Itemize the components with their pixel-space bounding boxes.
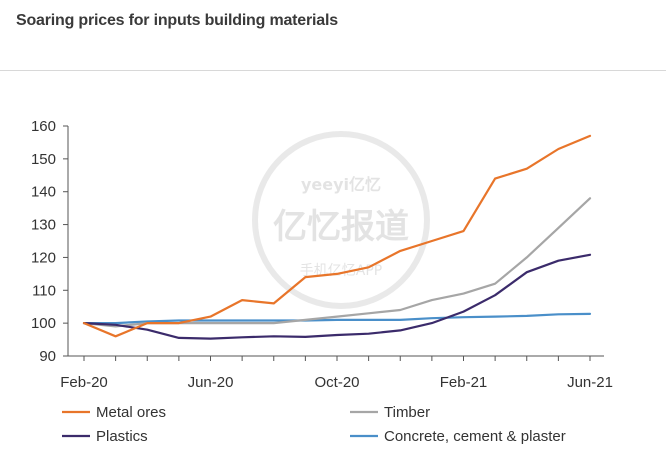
y-tick-label: 120 [31, 249, 56, 266]
legend-label-plastics: Plastics [96, 428, 148, 445]
title-divider [0, 70, 666, 71]
watermark-latin: yeeyi亿忆 [301, 175, 381, 194]
x-tick-label: Feb-20 [60, 374, 108, 391]
series-line-plastics [82, 253, 592, 340]
y-tick-label: 150 [31, 151, 56, 168]
y-tick-label: 110 [32, 282, 56, 299]
series-line-concrete-cement-plaster [82, 312, 592, 325]
x-tick-label: Jun-20 [188, 374, 234, 391]
legend-label-concrete-cement-plaster: Concrete, cement & plaster [384, 428, 566, 445]
y-tick-label: 100 [31, 315, 56, 332]
series-line-metal-ores [82, 134, 592, 338]
chart-legend: Metal ores Timber Plastics Concrete, cement… [62, 404, 566, 445]
x-tick-label: Oct-20 [314, 374, 359, 391]
x-tick-label: Feb-21 [440, 374, 488, 391]
chart-series [82, 134, 592, 340]
chart-title: Soaring prices for inputs building mater… [16, 12, 338, 29]
chart-axes: 90 100 110 120 130 140 150 160 Feb-20 Jun-20 Oct-2… [31, 118, 613, 391]
watermark-chinese: 亿忆报道 [273, 207, 409, 247]
legend-label-metal-ores: Metal ores [96, 404, 166, 421]
y-tick-label: 90 [39, 348, 56, 365]
watermark: yeeyi亿忆 亿忆报道 手机亿忆APP [252, 131, 430, 309]
y-tick-label: 160 [31, 118, 56, 135]
x-tick-label: Jun-21 [567, 374, 613, 391]
y-tick-label: 140 [31, 184, 56, 201]
legend-label-timber: Timber [384, 404, 430, 421]
watermark-ring [252, 131, 430, 309]
y-tick-label: 130 [31, 217, 56, 234]
